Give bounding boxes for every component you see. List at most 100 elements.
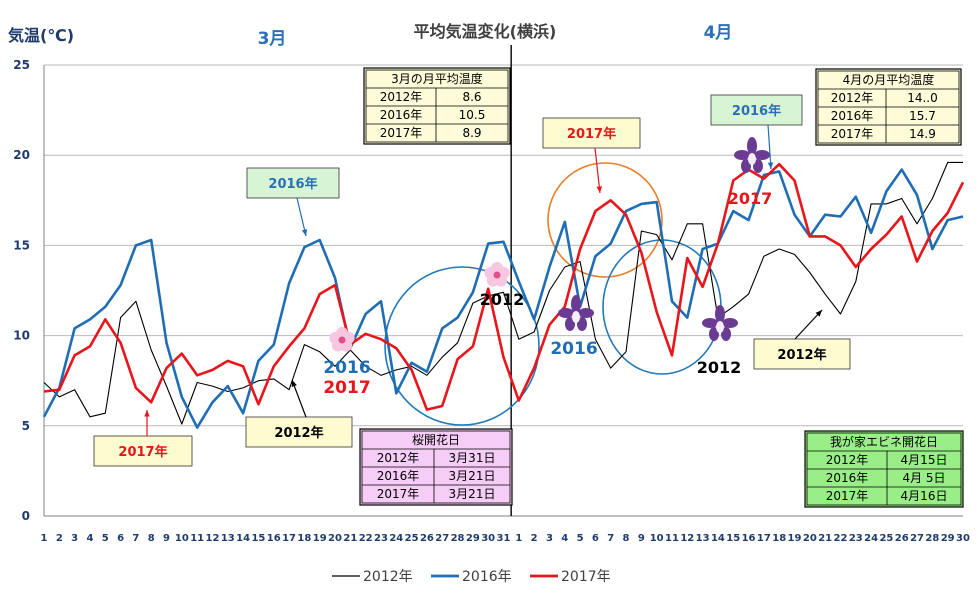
callout-2016-march: [246, 167, 340, 199]
x-tick-label: 3: [546, 533, 553, 544]
orchid-icon: [558, 295, 594, 331]
x-tick-label: 13: [696, 533, 710, 544]
callout-2017-march: [93, 435, 193, 467]
x-tick-label: 11: [665, 533, 679, 544]
x-tick-label: 6: [592, 533, 599, 544]
x-tick-label: 21: [343, 533, 357, 544]
table-cell: 4月16日: [901, 489, 948, 503]
series-line: [43, 161, 963, 425]
table-cell: 2012年: [380, 90, 423, 104]
callout-2017-april-label: 2017年: [567, 126, 616, 142]
data-table: 我が家エビネ開花日 2012年 4月15日 2016年 4月 5日 2017年 4月16日: [804, 430, 964, 508]
x-tick-label: 17: [282, 533, 296, 544]
y-tick-labels: 0 5 10 15 20 25: [13, 58, 30, 523]
x-tick-label: 25: [879, 533, 893, 544]
highlight-circle-april-2017: [547, 162, 663, 278]
x-tick-label: 19: [313, 533, 327, 544]
table-cell: 2017年: [831, 127, 874, 141]
x-tick-label: 31: [497, 533, 511, 544]
orchid-petal: [565, 317, 575, 331]
legend-entry: 2016年: [462, 569, 512, 585]
flower-label-2016-march: 2016: [323, 358, 370, 378]
table-cell: 10.5: [459, 108, 486, 122]
x-tick-label: 29: [941, 533, 955, 544]
table-cell: 3月31日: [449, 451, 496, 465]
flower-label-2012-march: 2012: [480, 290, 525, 309]
x-tick-label: 25: [405, 533, 419, 544]
callout-2017-april: [542, 117, 641, 149]
x-tick-label: 6: [117, 533, 124, 544]
legend-entry: 2012年: [363, 569, 413, 585]
table-cell: 3月21日: [449, 469, 496, 483]
table-cell: 2016年: [380, 108, 423, 122]
flower-centre: [338, 336, 346, 344]
y-tick-label: 10: [13, 329, 30, 343]
x-tick-label: 18: [772, 533, 786, 544]
x-tick-label: 2: [531, 533, 538, 544]
orchid-petal: [709, 327, 719, 341]
y-tick-label: 20: [13, 148, 30, 162]
x-tick-label: 12: [680, 533, 694, 544]
legend-entry: 2017年: [561, 569, 611, 585]
highlight-circle-march: [384, 266, 540, 426]
legend: 2012年 2016年 2017年: [332, 569, 611, 585]
x-tick-label: 9: [638, 533, 645, 544]
table-cell: 2016年: [826, 471, 869, 485]
x-tick-label: 15: [726, 533, 740, 544]
callout-2012-march-label: 2012年: [274, 425, 323, 441]
x-tick-label: 11: [190, 533, 204, 544]
callout-2017-march-label: 2017年: [118, 444, 167, 460]
orchid-petal: [721, 327, 731, 341]
orchid-petal: [702, 318, 718, 328]
y-tick-label: 15: [13, 238, 30, 252]
x-tick-label: 17: [757, 533, 771, 544]
y-tick-label: 25: [13, 58, 30, 72]
orchid-petal: [578, 308, 594, 318]
x-tick-label: 26: [420, 533, 434, 544]
x-tick-label: 23: [849, 533, 863, 544]
table-cell: 2016年: [831, 109, 874, 123]
table-title: 3月の月平均温度: [391, 71, 483, 86]
x-tick-label: 28: [925, 533, 939, 544]
table-cell: 14.9: [909, 127, 936, 141]
table-cell: 2012年: [831, 91, 874, 105]
orchid-icon: [734, 137, 770, 173]
orchid-petal: [753, 159, 763, 173]
x-tick-label: 20: [328, 533, 342, 544]
table-cell: 4月 5日: [902, 471, 945, 485]
x-tick-label: 5: [577, 533, 584, 544]
orchid-petal: [741, 159, 751, 173]
callout-2012-april: [753, 338, 851, 370]
flower-centre: [493, 271, 501, 279]
x-tick-label: 27: [910, 533, 924, 544]
series-lines: [42, 161, 965, 429]
table-title: 我が家エビネ開花日: [830, 434, 938, 449]
orchid-petal: [577, 317, 587, 331]
callout-arrow: [594, 147, 601, 194]
series-line: [43, 162, 965, 411]
x-tick-label: 7: [132, 533, 139, 544]
x-tick-label: 3: [71, 533, 78, 544]
orchid-petal: [734, 150, 750, 160]
orchid-petal: [571, 295, 581, 313]
x-tick-label: 14: [711, 533, 725, 544]
table-cell: 8.6: [462, 90, 481, 104]
x-tick-label: 1: [41, 533, 48, 544]
table-cell: 2017年: [826, 489, 869, 503]
orchid-lip: [572, 311, 580, 323]
callout-arrow: [291, 379, 307, 418]
arrowhead: [301, 229, 308, 236]
x-tick-label: 30: [481, 533, 495, 544]
arrowhead: [596, 186, 602, 193]
petal: [484, 266, 497, 279]
x-tick-label: 29: [466, 533, 480, 544]
table-cell: 8.9: [462, 126, 481, 140]
callout-2012-march: [245, 416, 353, 448]
x-tick-label: 5: [102, 533, 109, 544]
x-tick-label: 22: [359, 533, 373, 544]
x-tick-label: 12: [206, 533, 220, 544]
arrowhead: [815, 310, 822, 317]
x-tick-label: 24: [864, 533, 878, 544]
x-tick-label: 13: [221, 533, 235, 544]
